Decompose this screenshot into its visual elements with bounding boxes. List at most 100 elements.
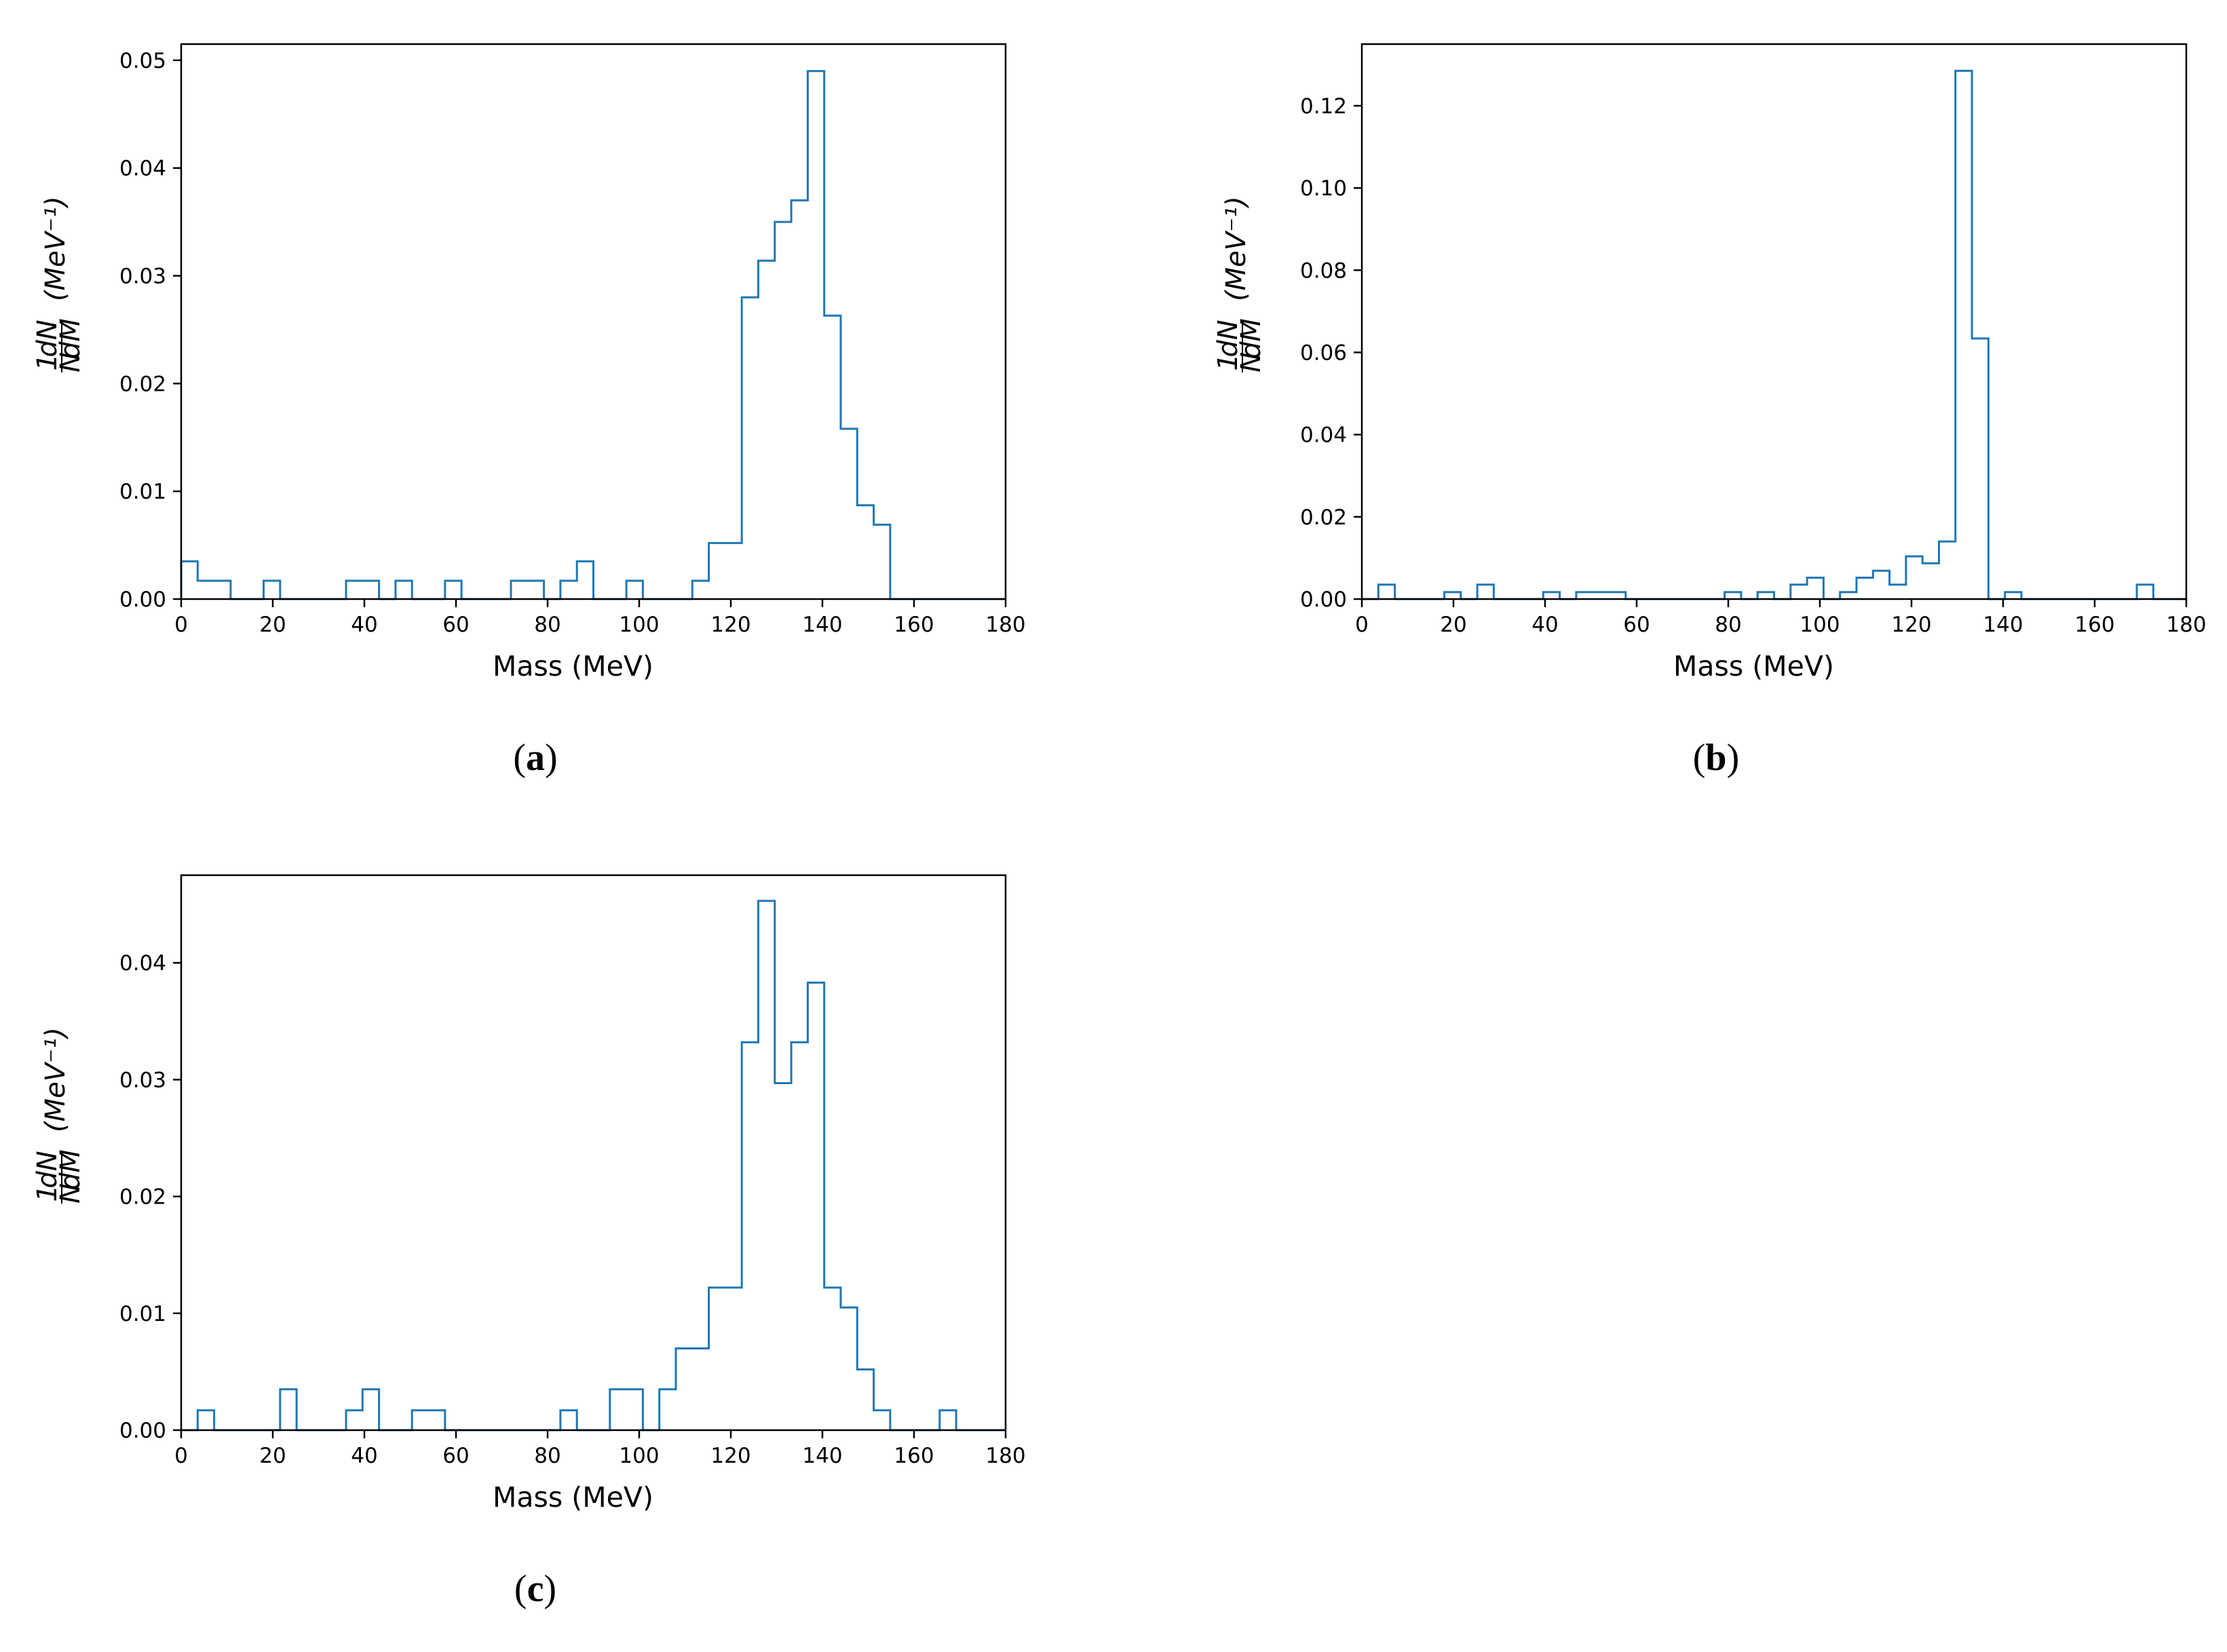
histogram-bar [857, 1369, 873, 1430]
histogram-a: 0 20 40 60 80 100 120 140 160 180 0.00 0.01 0.02 0.03… [32, 43, 1026, 683]
histogram-bar [560, 1410, 577, 1430]
x-tick-label: 80 [534, 1444, 560, 1468]
y-tick-label: 0.04 [1300, 423, 1347, 448]
histogram-bar [1543, 592, 1559, 599]
histogram-bar [824, 1288, 841, 1430]
y-axis-fraction-n: N [55, 352, 86, 372]
y-tick-label: 0.03 [119, 1068, 166, 1092]
histogram-bar [775, 222, 791, 599]
histogram-bar [577, 561, 593, 599]
histogram-bar [626, 1389, 643, 1430]
x-tick-label: 20 [259, 613, 286, 637]
x-tick-label: 60 [442, 613, 469, 637]
x-tick-label: 120 [1891, 613, 1931, 637]
histogram-bar [1840, 592, 1857, 599]
x-tick-label: 100 [1800, 613, 1840, 637]
histogram-bar [1807, 577, 1823, 599]
x-tick-label: 120 [710, 1444, 750, 1468]
histogram-bar [692, 1348, 708, 1430]
histogram-bar [181, 561, 197, 599]
histogram-step-line [181, 900, 1006, 1432]
histogram-bar [1956, 71, 1972, 599]
x-tick-label: 20 [1440, 613, 1466, 637]
histogram-bar [807, 982, 824, 1430]
y-tick-label: 0.01 [119, 1302, 166, 1326]
x-tick-label: 160 [2074, 613, 2114, 637]
y-axis-unit: (MeV⁻¹) [40, 196, 71, 301]
y-tick-label: 0.00 [1300, 588, 1347, 612]
x-tick-label: 80 [534, 613, 560, 637]
histogram-bar [1791, 585, 1807, 599]
histogram-bar [429, 1410, 445, 1430]
histogram-bar [725, 1288, 742, 1430]
histogram-bar [841, 1307, 857, 1430]
y-axis-fraction-dn: dN [1213, 320, 1244, 357]
x-tick-label: 140 [802, 613, 842, 637]
x-tick-label: 140 [1983, 613, 2023, 637]
y-tick-label: 0.12 [1300, 94, 1347, 119]
x-tick-label: 20 [259, 1444, 286, 1468]
plot-frame [1360, 43, 2188, 600]
y-tick-label: 0.10 [1300, 176, 1347, 201]
histogram-bar [626, 581, 643, 599]
y-axis-fraction-one: 1 [32, 353, 63, 370]
x-tick-label: 40 [351, 613, 377, 637]
y-axis-fraction-n: N [55, 1183, 86, 1204]
x-tick-label: 160 [894, 613, 934, 637]
x-tick-label: 0 [174, 1444, 188, 1468]
x-tick-label: 40 [351, 1444, 377, 1468]
y-axis-fraction-n: N [1236, 352, 1267, 372]
x-axis-label: Mass (MeV) [1673, 650, 1834, 683]
y-tick-label: 0.02 [119, 1185, 166, 1210]
histogram-bar [2005, 592, 2021, 599]
histogram-bar [874, 524, 890, 599]
histogram-bar [692, 581, 708, 599]
histogram-bar [841, 429, 857, 599]
histogram-bar [412, 1410, 428, 1430]
histogram-bar [346, 581, 362, 599]
histogram-bar [1890, 585, 1906, 599]
y-axis-unit: (MeV⁻¹) [1221, 196, 1252, 301]
y-tick-label: 0.04 [119, 951, 166, 976]
y-tick-label: 0.02 [1300, 505, 1347, 530]
chart-panel-b: 0 20 40 60 80 100 120 140 160 180 0.00 0.02 0.04 0.06… [1181, 0, 2227, 821]
plot-frame [180, 874, 1007, 1432]
histogram-bar [527, 581, 544, 599]
x-tick-label: 0 [174, 613, 188, 637]
histogram-bar [807, 71, 824, 599]
histogram-step-line [180, 70, 1006, 600]
histogram-bar [742, 1042, 758, 1430]
histogram-bar [874, 1410, 890, 1430]
y-axis-fraction-dn: dN [32, 320, 63, 357]
y-tick-label: 0.06 [1300, 341, 1347, 365]
histogram-bar [1610, 592, 1626, 599]
histogram-bar [2137, 585, 2153, 599]
x-tick-label: 140 [802, 1444, 842, 1468]
histogram-bar [709, 543, 725, 599]
y-axis-fraction-dn: dN [32, 1151, 63, 1188]
histogram-bar [1972, 339, 1988, 599]
x-tick-label: 180 [2166, 613, 2206, 637]
histogram-bar [264, 581, 280, 599]
histogram-bar [1576, 592, 1593, 599]
chart-panel-a: 0 20 40 60 80 100 120 140 160 180 0.00 0.01 0.02 0.03… [0, 0, 1113, 821]
histogram-bar [775, 1083, 791, 1430]
y-tick-label: 0.01 [119, 480, 166, 504]
histogram-bar [1906, 556, 1922, 599]
x-tick-label: 60 [442, 1444, 469, 1468]
x-tick-label: 100 [619, 1444, 659, 1468]
x-tick-label: 40 [1531, 613, 1558, 637]
x-tick-label: 100 [619, 613, 659, 637]
y-tick-label: 0.02 [119, 372, 166, 396]
chart-panel-c: 0 20 40 60 80 100 120 140 160 180 0.00 0.01 0.02 0.03… [0, 831, 1113, 1652]
histogram-bar [1477, 585, 1493, 599]
histogram-bar [197, 581, 214, 599]
x-tick-label: 80 [1715, 613, 1741, 637]
histogram-bar [759, 261, 775, 599]
histogram-bar [1445, 592, 1461, 599]
x-tick-label: 0 [1355, 613, 1369, 637]
x-tick-label: 180 [985, 613, 1025, 637]
y-axis-fraction-one: 1 [1213, 353, 1244, 370]
